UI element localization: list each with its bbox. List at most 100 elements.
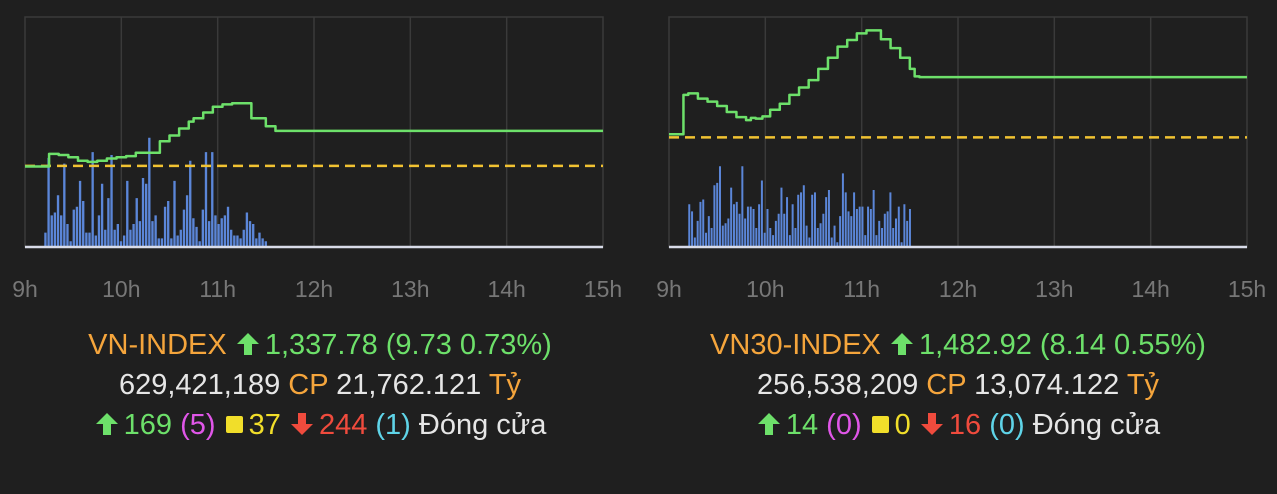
- volume-bar: [830, 237, 833, 247]
- x-tick-label: 14h: [487, 276, 525, 302]
- volume-bar: [195, 226, 198, 247]
- volume-bar: [749, 206, 752, 247]
- volume-bar: [892, 228, 895, 247]
- unchanged-square-icon: [871, 415, 889, 433]
- volume-bar: [699, 201, 702, 247]
- volume-bar: [705, 232, 708, 247]
- volume-bar: [847, 211, 850, 247]
- volume-bar: [758, 204, 761, 247]
- volume-bar: [833, 225, 836, 247]
- x-tick-label: 10h: [102, 276, 140, 302]
- volume-bar: [214, 215, 217, 247]
- volume-bar: [693, 237, 696, 247]
- volume-bar: [853, 192, 856, 247]
- volume-bar: [229, 229, 233, 247]
- volume-bar: [72, 209, 75, 247]
- volume-bar: [113, 229, 116, 247]
- volume-bar: [252, 224, 255, 247]
- volume-bar: [154, 215, 157, 247]
- volume-bar: [122, 235, 126, 247]
- volume-bar: [189, 160, 192, 247]
- volume-bar: [135, 198, 138, 247]
- volume-bar: [151, 221, 154, 247]
- volume-bar: [126, 180, 129, 247]
- volume-bar: [741, 166, 744, 247]
- down-arrow-icon: [290, 412, 313, 435]
- volume-bar: [766, 209, 769, 247]
- volume-bar: [903, 204, 906, 247]
- turnover-value: 21,762.121: [336, 369, 482, 401]
- vn-index-chart: 9h 10h 11h 12h 13h 14h 15h: [12, 16, 622, 302]
- volume-bar: [248, 221, 252, 247]
- floor-count: (0): [989, 409, 1025, 441]
- index-line: [669, 29, 1247, 136]
- volume-bar: [841, 173, 844, 247]
- ceiling-count: (5): [180, 409, 216, 441]
- volume-value: 256,538,209: [756, 369, 919, 401]
- volume-bar: [732, 204, 735, 247]
- volume-bar: [88, 232, 91, 247]
- volume-bar: [179, 229, 182, 247]
- x-tick-label: 13h: [1035, 276, 1073, 302]
- volume-bar: [727, 218, 730, 247]
- volume-bar: [100, 183, 104, 247]
- volume-bar: [173, 180, 176, 247]
- volume-bar: [217, 224, 220, 247]
- volume-bar: [63, 163, 66, 247]
- volume-bar: [138, 221, 142, 247]
- volume-bar: [107, 198, 110, 247]
- declines-count: 16: [948, 409, 982, 441]
- volume-bar: [752, 209, 755, 247]
- index-value: 1,482.92: [918, 329, 1032, 361]
- volume-bar: [211, 152, 214, 247]
- volume-unit: CP: [926, 369, 967, 401]
- index-name: VN30-INDEX: [710, 329, 881, 361]
- volume-bar: [855, 209, 858, 247]
- volume-bar: [858, 206, 861, 247]
- volume-bar: [132, 224, 135, 247]
- volume-bar: [822, 213, 825, 247]
- index-change: (8.14 0.55%): [1039, 329, 1206, 361]
- index-line: [25, 102, 603, 168]
- volume-bar: [744, 218, 747, 247]
- volume-bar: [688, 204, 691, 247]
- volume-bar: [144, 183, 148, 247]
- volume-bar: [204, 152, 208, 247]
- volume-bar: [783, 213, 786, 247]
- volume-bar: [167, 201, 170, 247]
- volume-bar: [900, 242, 903, 247]
- volume-bar: [223, 215, 227, 247]
- volume-bar: [774, 220, 777, 247]
- index-change: (9.73 0.73%): [385, 329, 552, 361]
- volume-bar: [772, 235, 775, 247]
- volume-bar: [875, 235, 878, 247]
- volume-bar: [839, 216, 842, 247]
- volume-bar: [148, 137, 151, 247]
- index-name: VN-INDEX: [88, 329, 227, 361]
- volume-bar: [47, 157, 50, 247]
- volume-value: 629,421,189: [118, 369, 281, 401]
- index-value: 1,337.78: [264, 329, 378, 361]
- volume-bar: [60, 215, 63, 247]
- volume-bar: [129, 229, 132, 247]
- volume-bar: [264, 241, 267, 247]
- volume-bar: [777, 213, 780, 247]
- volume-bar: [718, 166, 721, 247]
- volume-bar: [160, 238, 164, 247]
- volume-bar: [791, 204, 794, 247]
- up-arrow-icon: [236, 332, 259, 355]
- volume-bar: [85, 232, 88, 247]
- volume-bar: [780, 187, 783, 247]
- volume-bar: [94, 235, 97, 247]
- volume-bar: [906, 220, 909, 247]
- x-tick-label: 9h: [12, 276, 38, 302]
- volume-bar: [825, 197, 828, 247]
- volume-bar: [157, 238, 160, 247]
- volume-bar: [769, 228, 772, 247]
- volume-bar: [119, 241, 123, 247]
- volume-bar: [239, 238, 242, 247]
- volume-bar: [82, 201, 85, 247]
- volume-bar: [755, 228, 758, 247]
- volume-bar: [198, 241, 201, 247]
- up-arrow-icon: [890, 332, 913, 355]
